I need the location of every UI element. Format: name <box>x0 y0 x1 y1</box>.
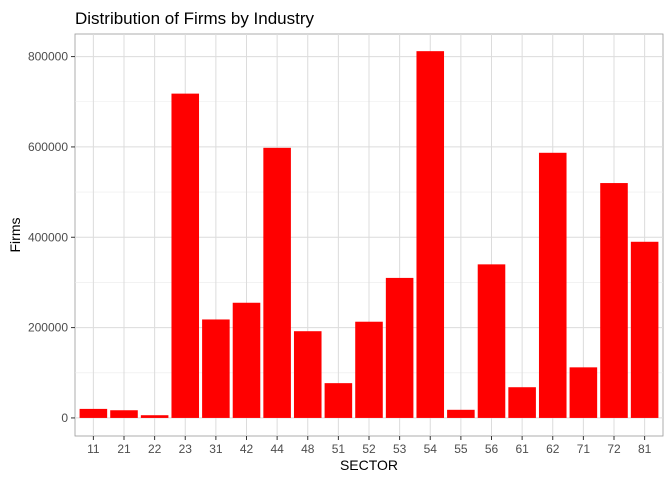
bars <box>79 51 659 418</box>
plot-panel <box>74 33 664 437</box>
x-tick-label: 48 <box>301 442 315 456</box>
y-tick-label: 800000 <box>28 50 68 64</box>
chart-title: Distribution of Firms by Industry <box>75 9 315 28</box>
y-axis: 0 200000 400000 600000 800000 <box>28 50 75 425</box>
bar-81 <box>630 241 659 418</box>
x-axis: 11 21 22 23 31 42 44 48 51 52 53 54 55 56 61 62 71 72 81 <box>87 436 652 456</box>
x-tick-label: 55 <box>454 442 468 456</box>
bar-22 <box>140 415 169 418</box>
bar-48 <box>293 331 322 418</box>
x-tick-label: 61 <box>515 442 529 456</box>
y-axis-title: Firms <box>7 218 23 253</box>
x-tick-label: 21 <box>117 442 131 456</box>
y-tick-label: 0 <box>61 411 68 425</box>
x-tick-label: 52 <box>362 442 376 456</box>
x-tick-label: 44 <box>270 442 284 456</box>
bar-44 <box>263 147 291 418</box>
x-tick-label: 71 <box>577 442 591 456</box>
x-tick-label: 72 <box>607 442 621 456</box>
bar-53 <box>385 277 414 418</box>
bar-31 <box>202 319 230 418</box>
y-tick-label: 400000 <box>28 230 68 244</box>
y-tick-label: 200000 <box>28 321 68 335</box>
x-tick-label: 51 <box>332 442 346 456</box>
bar-71 <box>569 367 598 418</box>
bar-56 <box>477 264 506 418</box>
bar-23 <box>171 93 200 418</box>
x-tick-label: 42 <box>240 442 254 456</box>
x-tick-label: 22 <box>148 442 162 456</box>
x-tick-label: 62 <box>546 442 560 456</box>
bar-21 <box>110 410 138 418</box>
x-tick-label: 81 <box>638 442 652 456</box>
x-tick-label: 11 <box>87 442 100 456</box>
bar-72 <box>600 183 628 418</box>
bar-62 <box>538 152 567 418</box>
bar-51 <box>324 383 353 418</box>
bar-42 <box>232 302 261 418</box>
x-tick-label: 23 <box>179 442 193 456</box>
bar-54 <box>416 51 445 418</box>
x-tick-label: 56 <box>485 442 499 456</box>
bar-11 <box>79 408 108 418</box>
bar-55 <box>447 409 475 418</box>
x-axis-title: SECTOR <box>340 457 398 473</box>
x-tick-label: 53 <box>393 442 407 456</box>
x-tick-label: 31 <box>209 442 223 456</box>
x-tick-label: 54 <box>424 442 438 456</box>
bar-61 <box>508 387 536 418</box>
bar-52 <box>355 321 383 418</box>
y-tick-label: 600000 <box>28 140 68 154</box>
